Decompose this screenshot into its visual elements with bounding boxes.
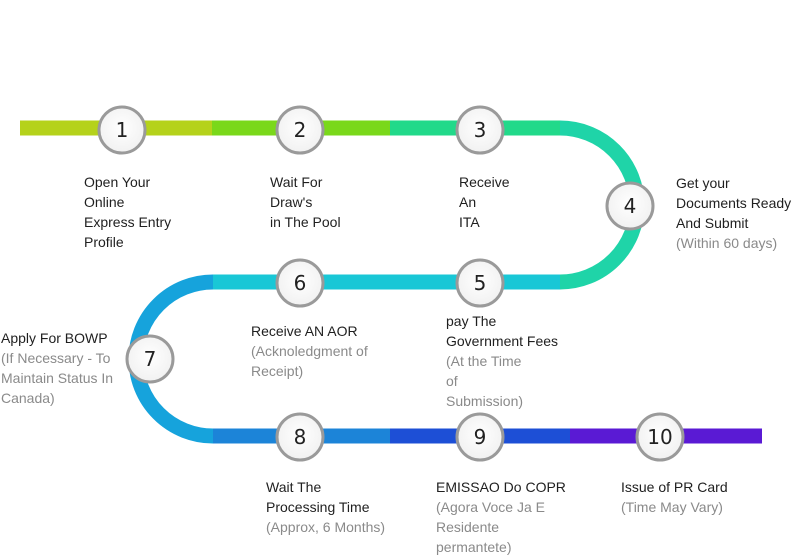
step-number-3: 3 <box>474 118 487 142</box>
step-number-8: 8 <box>294 425 307 449</box>
step-title-4: Get your Documents Ready And Submit <box>676 175 792 231</box>
step-node-9: 9 <box>455 412 505 462</box>
step-label-9: EMISSAO Do COPR (Agora Voce Ja E Residen… <box>436 477 566 557</box>
step-subtitle-6: (Acknoledgment of Receipt) <box>251 343 368 379</box>
step-label-5: pay The Government Fees (At the Time of … <box>446 311 558 411</box>
step-node-3: 3 <box>455 105 505 155</box>
step-title-10: Issue of PR Card <box>621 479 728 495</box>
step-number-7: 7 <box>144 347 157 371</box>
step-number-10: 10 <box>647 425 672 449</box>
step-title-7: Apply For BOWP <box>1 330 108 346</box>
step-label-7: Apply For BOWP (If Necessary - To Mainta… <box>1 328 113 408</box>
step-node-2: 2 <box>275 105 325 155</box>
step-node-4: 4 <box>605 181 655 231</box>
step-node-5: 5 <box>455 258 505 308</box>
step-title-3: Receive An ITA <box>459 174 510 230</box>
step-node-6: 6 <box>275 258 325 308</box>
step-node-10: 10 <box>635 412 685 462</box>
step-label-10: Issue of PR Card (Time May Vary) <box>621 477 728 517</box>
step-title-1: Open Your Online Express Entry Profile <box>84 174 172 250</box>
step-number-2: 2 <box>294 118 307 142</box>
step-label-6: Receive AN AOR (Acknoledgment of Receipt… <box>251 321 368 381</box>
step-subtitle-5: (At the Time of Submission) <box>446 353 524 409</box>
step-title-2: Wait For Draw's in The Pool <box>270 174 341 230</box>
step-label-8: Wait The Processing Time (Approx, 6 Mont… <box>266 477 385 537</box>
step-title-9: EMISSAO Do COPR <box>436 479 566 495</box>
step-subtitle-8: (Approx, 6 Months) <box>266 519 386 535</box>
step-title-6: Receive AN AOR <box>251 323 358 339</box>
step-label-4: Get your Documents Ready And Submit (Wit… <box>676 173 791 253</box>
step-node-1: 1 <box>97 105 147 155</box>
step-number-1: 1 <box>116 118 129 142</box>
step-title-5: pay The Government Fees <box>446 313 559 349</box>
step-label-1: Open Your Online Express Entry Profile <box>84 172 171 252</box>
step-subtitle-10: (Time May Vary) <box>621 499 723 515</box>
step-number-5: 5 <box>474 271 487 295</box>
step-node-7: 7 <box>125 334 175 384</box>
step-subtitle-4: (Within 60 days) <box>676 235 778 251</box>
step-title-8: Wait The Processing Time <box>266 479 370 515</box>
step-number-6: 6 <box>294 271 307 295</box>
step-number-4: 4 <box>624 194 637 218</box>
step-number-9: 9 <box>474 425 487 449</box>
step-label-3: Receive An ITA <box>459 172 510 232</box>
step-node-8: 8 <box>275 412 325 462</box>
step-label-2: Wait For Draw's in The Pool <box>270 172 341 232</box>
step-subtitle-7: (If Necessary - To Maintain Status In Ca… <box>1 350 114 406</box>
step-subtitle-9: (Agora Voce Ja E Residente permantete) <box>436 499 545 555</box>
